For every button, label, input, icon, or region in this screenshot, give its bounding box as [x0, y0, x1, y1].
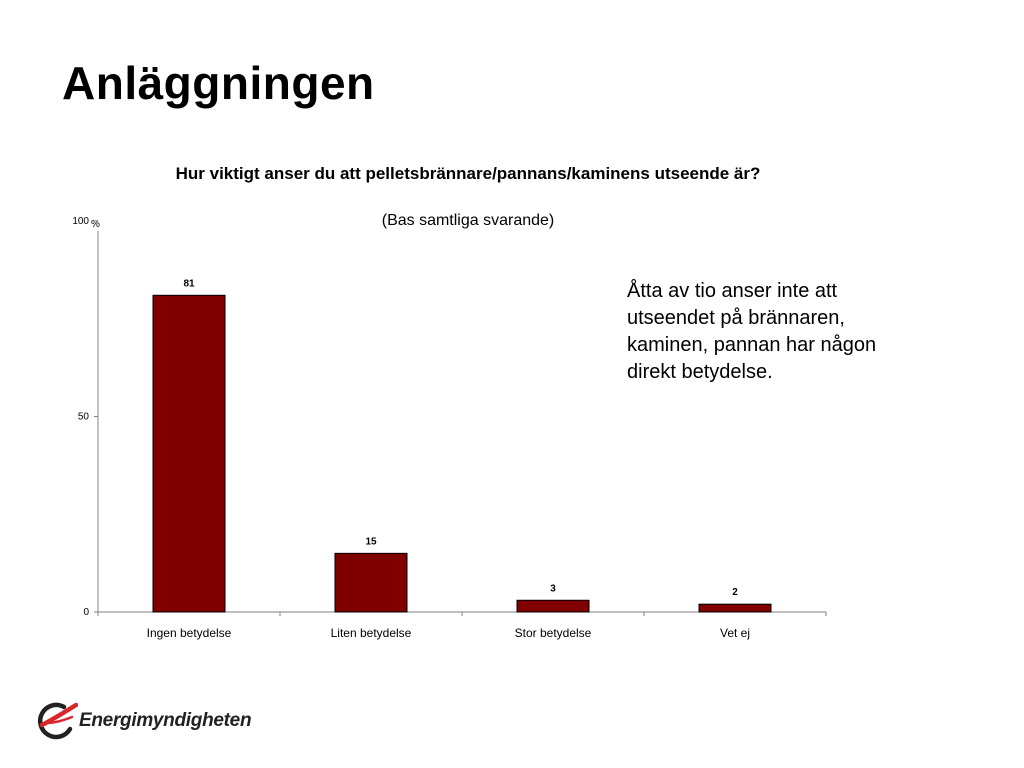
bar-1 — [152, 294, 226, 613]
y-tick-label: 100 — [72, 216, 89, 227]
chart-title: Hur viktigt anser du att pelletsbrännare… — [175, 164, 761, 183]
category-labels: Ingen betydelse Liten betydelse Stor betyd… — [147, 626, 750, 640]
category-label: Stor betydelse — [515, 626, 592, 640]
x-axis-ticks — [97, 612, 827, 616]
annotation-text: Åtta av tio anser inte att utseendet på … — [627, 280, 877, 383]
category-label: Vet ej — [720, 626, 750, 640]
bar-data-label: 81 — [183, 278, 195, 289]
bar-data-label: 15 — [365, 536, 377, 547]
bar-data-label: 2 — [732, 587, 738, 598]
y-tick-label: 0 — [83, 607, 89, 618]
y-axis-ticks: 0 50 100 — [72, 216, 98, 618]
logo-text: Energimyndigheten — [79, 710, 252, 731]
page-title: Anläggningen — [62, 57, 375, 109]
category-label: Liten betydelse — [331, 626, 412, 640]
logo-mark-icon — [37, 702, 78, 740]
bar-3 — [516, 599, 590, 613]
y-tick-label: 50 — [78, 412, 90, 423]
energimyndigheten-logo: Energimyndigheten — [34, 698, 252, 744]
chart-subtitle: (Bas samtliga svarande) — [381, 212, 555, 229]
bar-data-label: 3 — [550, 583, 556, 594]
bars — [152, 294, 772, 613]
category-label: Ingen betydelse — [147, 626, 232, 640]
bar-2 — [334, 552, 408, 613]
bar-4 — [698, 603, 772, 613]
y-axis-unit-label: % — [91, 219, 100, 230]
bar-data-labels: 81 15 3 2 — [183, 278, 738, 598]
